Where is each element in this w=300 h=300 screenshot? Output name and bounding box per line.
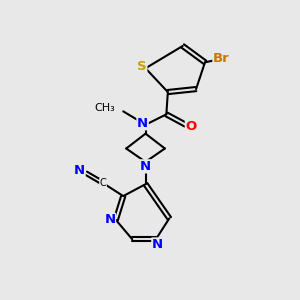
Text: CH₃: CH₃ <box>94 103 115 113</box>
Text: N: N <box>104 213 116 226</box>
Text: N: N <box>140 160 151 173</box>
Text: N: N <box>152 238 163 251</box>
Text: N: N <box>74 164 85 177</box>
Text: C: C <box>100 178 106 188</box>
Text: Br: Br <box>213 52 230 65</box>
Text: N: N <box>137 117 148 130</box>
Text: S: S <box>137 60 147 73</box>
Text: O: O <box>185 120 197 133</box>
